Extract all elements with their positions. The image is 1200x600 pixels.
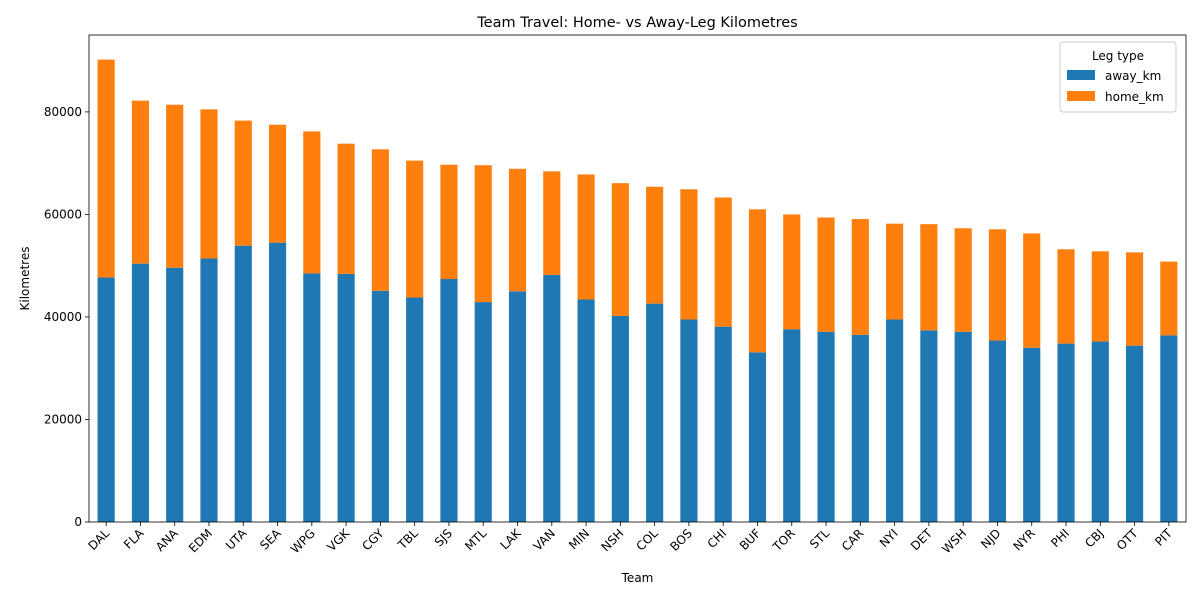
bar-away_km-tbl: [406, 297, 424, 522]
bar-home_km-min: [577, 174, 595, 300]
bar-away_km-chi: [714, 326, 732, 522]
y-tick-label: 20000: [44, 412, 82, 426]
bar-away_km-nyi: [886, 319, 904, 522]
bar-away_km-pit: [1160, 335, 1178, 522]
bar-away_km-nsh: [611, 315, 629, 522]
y-axis-title: Kilometres: [18, 247, 32, 311]
bar-away_km-car: [851, 334, 869, 522]
legend-label-home_km: home_km: [1105, 90, 1164, 104]
bars-group: [97, 59, 1178, 522]
bar-away_km-vgk: [337, 273, 355, 522]
bar-away_km-sjs: [440, 279, 458, 522]
bar-away_km-njd: [988, 340, 1007, 522]
legend-label-away_km: away_km: [1105, 69, 1161, 83]
bar-home_km-uta: [234, 120, 252, 246]
bar-home_km-sjs: [440, 164, 458, 280]
bar-home_km-nyr: [1023, 233, 1041, 348]
y-tick-label: 60000: [44, 207, 82, 221]
bar-away_km-mtl: [474, 302, 492, 522]
bar-home_km-van: [543, 171, 561, 275]
bar-home_km-car: [851, 219, 869, 335]
bar-away_km-min: [577, 299, 595, 522]
bar-home_km-nsh: [611, 183, 629, 316]
plot-frame: [88, 34, 1187, 523]
bar-home_km-ana: [166, 104, 184, 268]
bar-away_km-phi: [1057, 343, 1075, 522]
bar-home_km-tbl: [406, 160, 424, 298]
legend-swatch-home_km: [1067, 91, 1095, 101]
bar-home_km-dal: [97, 59, 115, 278]
y-axis: 0 20000 40000 60000 80000: [44, 105, 89, 529]
bar-home_km-buf: [748, 209, 767, 353]
bar-home_km-col: [646, 186, 664, 304]
y-tick-label: 0: [74, 515, 82, 529]
bar-away_km-wpg: [303, 273, 321, 522]
bar-away_km-stl: [817, 331, 835, 522]
bar-home_km-stl: [817, 217, 835, 332]
bar-away_km-van: [543, 274, 561, 522]
bar-home_km-phi: [1057, 249, 1075, 344]
bar-away_km-cgy: [371, 290, 389, 522]
bar-home_km-tor: [783, 214, 801, 330]
bar-home_km-wsh: [954, 228, 972, 332]
bar-away_km-bos: [680, 319, 698, 522]
bar-away_km-buf: [748, 352, 767, 522]
bar-home_km-ott: [1126, 252, 1144, 346]
bar-home_km-bos: [680, 189, 698, 320]
bar-away_km-cbj: [1091, 341, 1109, 522]
bar-away_km-nyr: [1023, 347, 1041, 522]
legend-title: Leg type: [1092, 49, 1144, 63]
bar-away_km-dal: [97, 277, 115, 522]
bar-home_km-sea: [268, 124, 287, 243]
bar-home_km-cbj: [1091, 251, 1109, 342]
bar-home_km-edm: [200, 109, 218, 259]
bar-home_km-det: [920, 224, 938, 331]
bar-home_km-chi: [714, 197, 732, 327]
bar-away_km-ott: [1126, 345, 1144, 522]
bar-home_km-wpg: [303, 131, 321, 274]
bar-away_km-col: [646, 303, 664, 522]
bar-home_km-mtl: [474, 165, 492, 303]
bar-home_km-pit: [1160, 261, 1178, 336]
bar-away_km-tor: [783, 329, 801, 522]
y-tick-label: 80000: [44, 105, 82, 119]
bar-home_km-vgk: [337, 143, 355, 274]
bar-home_km-cgy: [371, 149, 389, 291]
x-axis-title: Team: [621, 571, 654, 585]
bar-away_km-sea: [268, 242, 287, 522]
bar-away_km-ana: [166, 267, 184, 522]
bar-away_km-fla: [131, 263, 149, 522]
legend: Leg type away_km home_km: [1059, 41, 1177, 113]
bar-home_km-njd: [988, 229, 1007, 341]
bar-home_km-fla: [131, 100, 149, 264]
bar-away_km-det: [920, 330, 938, 522]
bar-home_km-lak: [508, 168, 527, 292]
bar-away_km-uta: [234, 245, 252, 522]
bar-home_km-nyi: [886, 223, 904, 320]
legend-swatch-away_km: [1067, 70, 1095, 80]
bar-away_km-edm: [200, 258, 218, 522]
bar-away_km-wsh: [954, 331, 972, 522]
chart-title: Team Travel: Home- vs Away-Leg Kilometre…: [476, 15, 797, 31]
y-tick-label: 40000: [44, 310, 82, 324]
bar-away_km-lak: [508, 291, 527, 522]
